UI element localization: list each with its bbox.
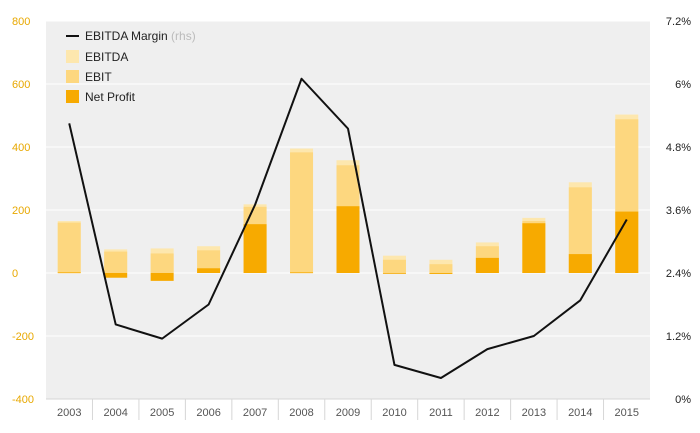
x-tick-label: 2005 xyxy=(150,407,174,419)
bar-net-profit xyxy=(243,224,267,273)
bar-ebit xyxy=(197,250,221,273)
left-tick-label: 200 xyxy=(12,205,30,217)
legend-label-name: EBITDA Margin xyxy=(85,29,171,43)
bar-net-profit xyxy=(522,223,546,273)
left-tick-label: 600 xyxy=(12,79,30,91)
x-tick-label: 2007 xyxy=(243,407,267,419)
bar-ebit xyxy=(150,253,174,273)
bar-ebit xyxy=(382,259,406,273)
left-tick-label: 0 xyxy=(12,268,18,280)
bar-ebit xyxy=(568,187,592,273)
bar-ebit xyxy=(104,251,128,273)
ebitda-margin-line xyxy=(68,77,628,379)
bar-ebit xyxy=(57,222,81,273)
bars xyxy=(57,114,639,281)
bar-net-profit xyxy=(429,273,453,274)
right-tick-label: 6% xyxy=(675,79,691,91)
x-tick-label: 2014 xyxy=(568,407,592,419)
bar-net-profit xyxy=(150,273,174,281)
legend-label-suffix: (rhs) xyxy=(171,29,196,43)
left-tick-label: -200 xyxy=(12,331,34,343)
bar-net-profit xyxy=(104,273,128,278)
x-tick-label: 2015 xyxy=(615,407,639,419)
right-tick-label: 0% xyxy=(675,394,691,406)
x-axis-dividers xyxy=(46,398,650,420)
left-tick-label: 800 xyxy=(12,16,30,28)
legend-swatch xyxy=(66,50,79,63)
x-tick-label: 2012 xyxy=(475,407,499,419)
right-tick-label: 4.8% xyxy=(666,142,691,154)
bar-ebit xyxy=(429,264,453,273)
legend-label: EBITDA Margin (rhs) xyxy=(85,29,196,43)
right-tick-label: 7.2% xyxy=(666,16,691,28)
bar-net-profit xyxy=(197,268,221,273)
x-tick-label: 2011 xyxy=(429,407,453,419)
bar-net-profit xyxy=(615,211,639,273)
right-axis: 7.2% 6% 4.8% 3.6% 2.4% 1.2% 0% xyxy=(666,16,691,406)
bar-net-profit xyxy=(336,206,360,273)
legend: EBITDA Margin (rhs) EBITDA EBIT Net Profit xyxy=(66,29,196,104)
legend-swatch xyxy=(66,90,79,103)
x-axis: 2003 2004 2005 2006 2007 2008 2009 2010 2011 2012… xyxy=(57,407,639,419)
legend-label: EBIT xyxy=(85,70,112,84)
right-tick-label: 3.6% xyxy=(666,205,691,217)
x-tick-label: 2013 xyxy=(522,407,546,419)
x-tick-label: 2004 xyxy=(103,407,127,419)
right-tick-label: 1.2% xyxy=(666,331,691,343)
right-tick-label: 2.4% xyxy=(666,268,691,280)
bar-ebit xyxy=(290,152,314,273)
left-tick-label: 400 xyxy=(12,142,30,154)
bar-net-profit xyxy=(382,273,406,274)
bar-net-profit xyxy=(568,254,592,273)
x-tick-label: 2008 xyxy=(289,407,313,419)
bar-net-profit xyxy=(290,272,314,274)
x-tick-label: 2006 xyxy=(196,407,220,419)
x-tick-label: 2003 xyxy=(57,407,81,419)
left-tick-label: -400 xyxy=(12,394,34,406)
left-axis: 800 600 400 200 0 -200 -400 xyxy=(12,16,34,406)
margin-line xyxy=(68,77,628,379)
legend-label: EBITDA xyxy=(85,50,128,64)
legend-label: Net Profit xyxy=(85,90,136,104)
x-tick-label: 2009 xyxy=(336,407,360,419)
bar-net-profit xyxy=(475,257,499,273)
bar-net-profit xyxy=(57,272,81,274)
x-tick-label: 2010 xyxy=(382,407,406,419)
legend-swatch xyxy=(66,70,79,83)
